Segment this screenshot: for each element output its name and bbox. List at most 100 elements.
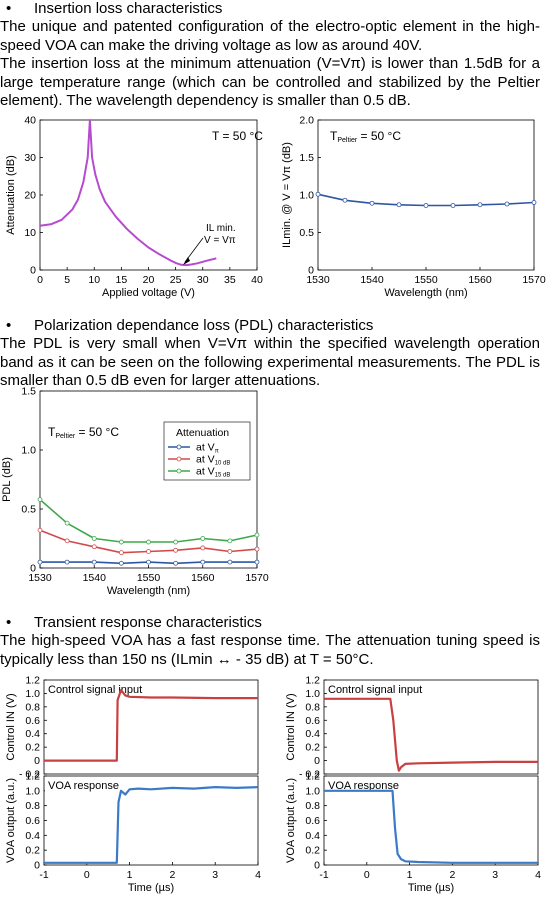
panel-label: VOA response	[48, 780, 119, 792]
data-point	[37, 527, 43, 533]
y-tick-label: 0.8	[305, 701, 320, 713]
y-tick-label: 0.8	[25, 800, 40, 812]
paragraph: The PDL is very small when V=Vπ within t…	[0, 335, 540, 390]
section-pdl: • Polarization dependance loss (PDL) char…	[0, 317, 546, 391]
data-point	[146, 559, 151, 565]
callout-text: V = Vπ	[204, 235, 236, 246]
data-point	[146, 549, 151, 554]
section-text: The high-speed VOA has a fast response t…	[0, 632, 546, 669]
y-tick-label: 40	[24, 115, 36, 127]
y-tick-label: 0	[314, 860, 320, 872]
paragraph: The unique and patented configuration of…	[0, 18, 540, 54]
x-tick-label: 1540	[360, 274, 384, 286]
y-tick-label: 0.2	[305, 742, 320, 754]
y-tick-label: 1.0	[299, 190, 314, 202]
data-point	[37, 559, 43, 565]
temperature-annotation: TPeltier = 50 °C	[330, 129, 401, 144]
data-point	[91, 544, 97, 550]
y-tick-label: 1.0	[25, 688, 40, 700]
ilmin-wavelength-chart: 0 0.5 1.0 1.5 2.0 1530 1540 1550 1560 1570 Wavelen…	[281, 115, 546, 300]
series-line	[44, 785, 259, 864]
y-tick-label: 0.8	[25, 701, 40, 713]
y-tick-label: 1.0	[305, 785, 320, 797]
x-axis-label: Wavelength (nm)	[107, 585, 190, 597]
heading-text: Polarization dependance loss (PDL) chara…	[34, 317, 374, 334]
x-tick-label: 35	[224, 274, 236, 286]
data-point	[254, 546, 260, 552]
y-tick-label: 0	[30, 563, 36, 575]
x-tick-label: -1	[319, 869, 328, 881]
x-tick-label: 0	[37, 274, 43, 286]
callout-text: IL min.	[206, 223, 236, 234]
y-axis-label: VOA output (a.u.)	[285, 778, 297, 863]
series-line	[39, 119, 217, 267]
y-tick-label: 0.5	[21, 504, 36, 516]
x-axis-label: Wavelength (nm)	[384, 287, 467, 299]
x-tick-label: 4	[255, 869, 261, 881]
y-tick-label: 10	[24, 227, 36, 239]
callout-arrowhead	[183, 257, 190, 265]
data-point	[315, 191, 321, 197]
x-tick-label: 30	[197, 274, 209, 286]
data-point	[531, 200, 537, 205]
y-tick-label: 1.2	[305, 771, 320, 783]
x-tick-label: 15	[116, 274, 128, 286]
y-tick-label: 0.4	[305, 728, 320, 740]
plot-frame	[43, 679, 259, 775]
data-point	[423, 203, 429, 208]
data-point	[369, 200, 375, 206]
data-point	[118, 550, 124, 556]
section-heading: • Insertion loss characteristics	[0, 0, 546, 18]
x-tick-label: 1570	[522, 274, 546, 286]
y-axis-label: Control IN (V)	[5, 693, 17, 760]
y-tick-label: 30	[24, 152, 36, 164]
data-point	[64, 538, 70, 544]
heading-text: Insertion loss characteristics	[34, 0, 223, 17]
x-tick-label: 1550	[137, 572, 161, 584]
x-tick-label: 2	[169, 869, 175, 881]
data-point	[118, 539, 124, 545]
legend-marker	[176, 444, 182, 450]
legend-title: Attenuation	[176, 427, 229, 439]
y-tick-label: 0	[314, 755, 320, 767]
series-line	[324, 697, 538, 772]
y-tick-label: 1.2	[25, 771, 40, 783]
heading-text: Transient response characteristics	[34, 614, 262, 631]
data-point	[477, 202, 483, 208]
panel-label-bg	[325, 777, 403, 792]
x-tick-label: 1530	[306, 274, 330, 286]
section-text: The unique and patented configuration of…	[0, 18, 546, 111]
paragraph: The high-speed VOA has a fast response t…	[0, 632, 540, 668]
panel-label: VOA response	[328, 780, 399, 792]
data-point	[254, 532, 260, 538]
x-tick-label: 3	[492, 869, 498, 881]
pdl-wavelength-chart: 0 0.5 1.0 1.5 1530 1540 1550 1560 1570 Wavelength…	[1, 386, 269, 598]
x-tick-label: 1560	[191, 572, 215, 584]
data-point	[227, 538, 233, 544]
y-tick-label: 0.6	[25, 715, 40, 727]
plot-frame	[323, 679, 539, 775]
y-tick-label: 1.2	[305, 675, 320, 687]
y-axis-label: Attenuation (dB)	[5, 155, 17, 235]
data-point	[173, 547, 179, 553]
y-tick-label: 0	[308, 265, 314, 277]
x-tick-label: 1570	[245, 572, 269, 584]
y-axis-label: ILmin. @ V = Vπ (dB)	[281, 142, 293, 248]
data-point	[200, 545, 206, 551]
x-tick-label: 25	[170, 274, 182, 286]
x-tick-label: 0	[84, 869, 90, 881]
y-tick-label: 1.2	[25, 675, 40, 687]
data-point	[146, 539, 151, 545]
section-text: The PDL is very small when V=Vπ within t…	[0, 335, 546, 391]
legend-label: at Vπ	[196, 442, 219, 455]
y-tick-label: 0.5	[299, 227, 314, 239]
y-tick-label: 1.0	[25, 785, 40, 797]
x-tick-label: -1	[39, 869, 48, 881]
y-tick-label: - 0.2	[299, 769, 320, 781]
series-line	[39, 498, 258, 543]
x-tick-label: 4	[535, 869, 541, 881]
x-tick-label: 3	[212, 869, 218, 881]
data-point	[64, 559, 70, 565]
